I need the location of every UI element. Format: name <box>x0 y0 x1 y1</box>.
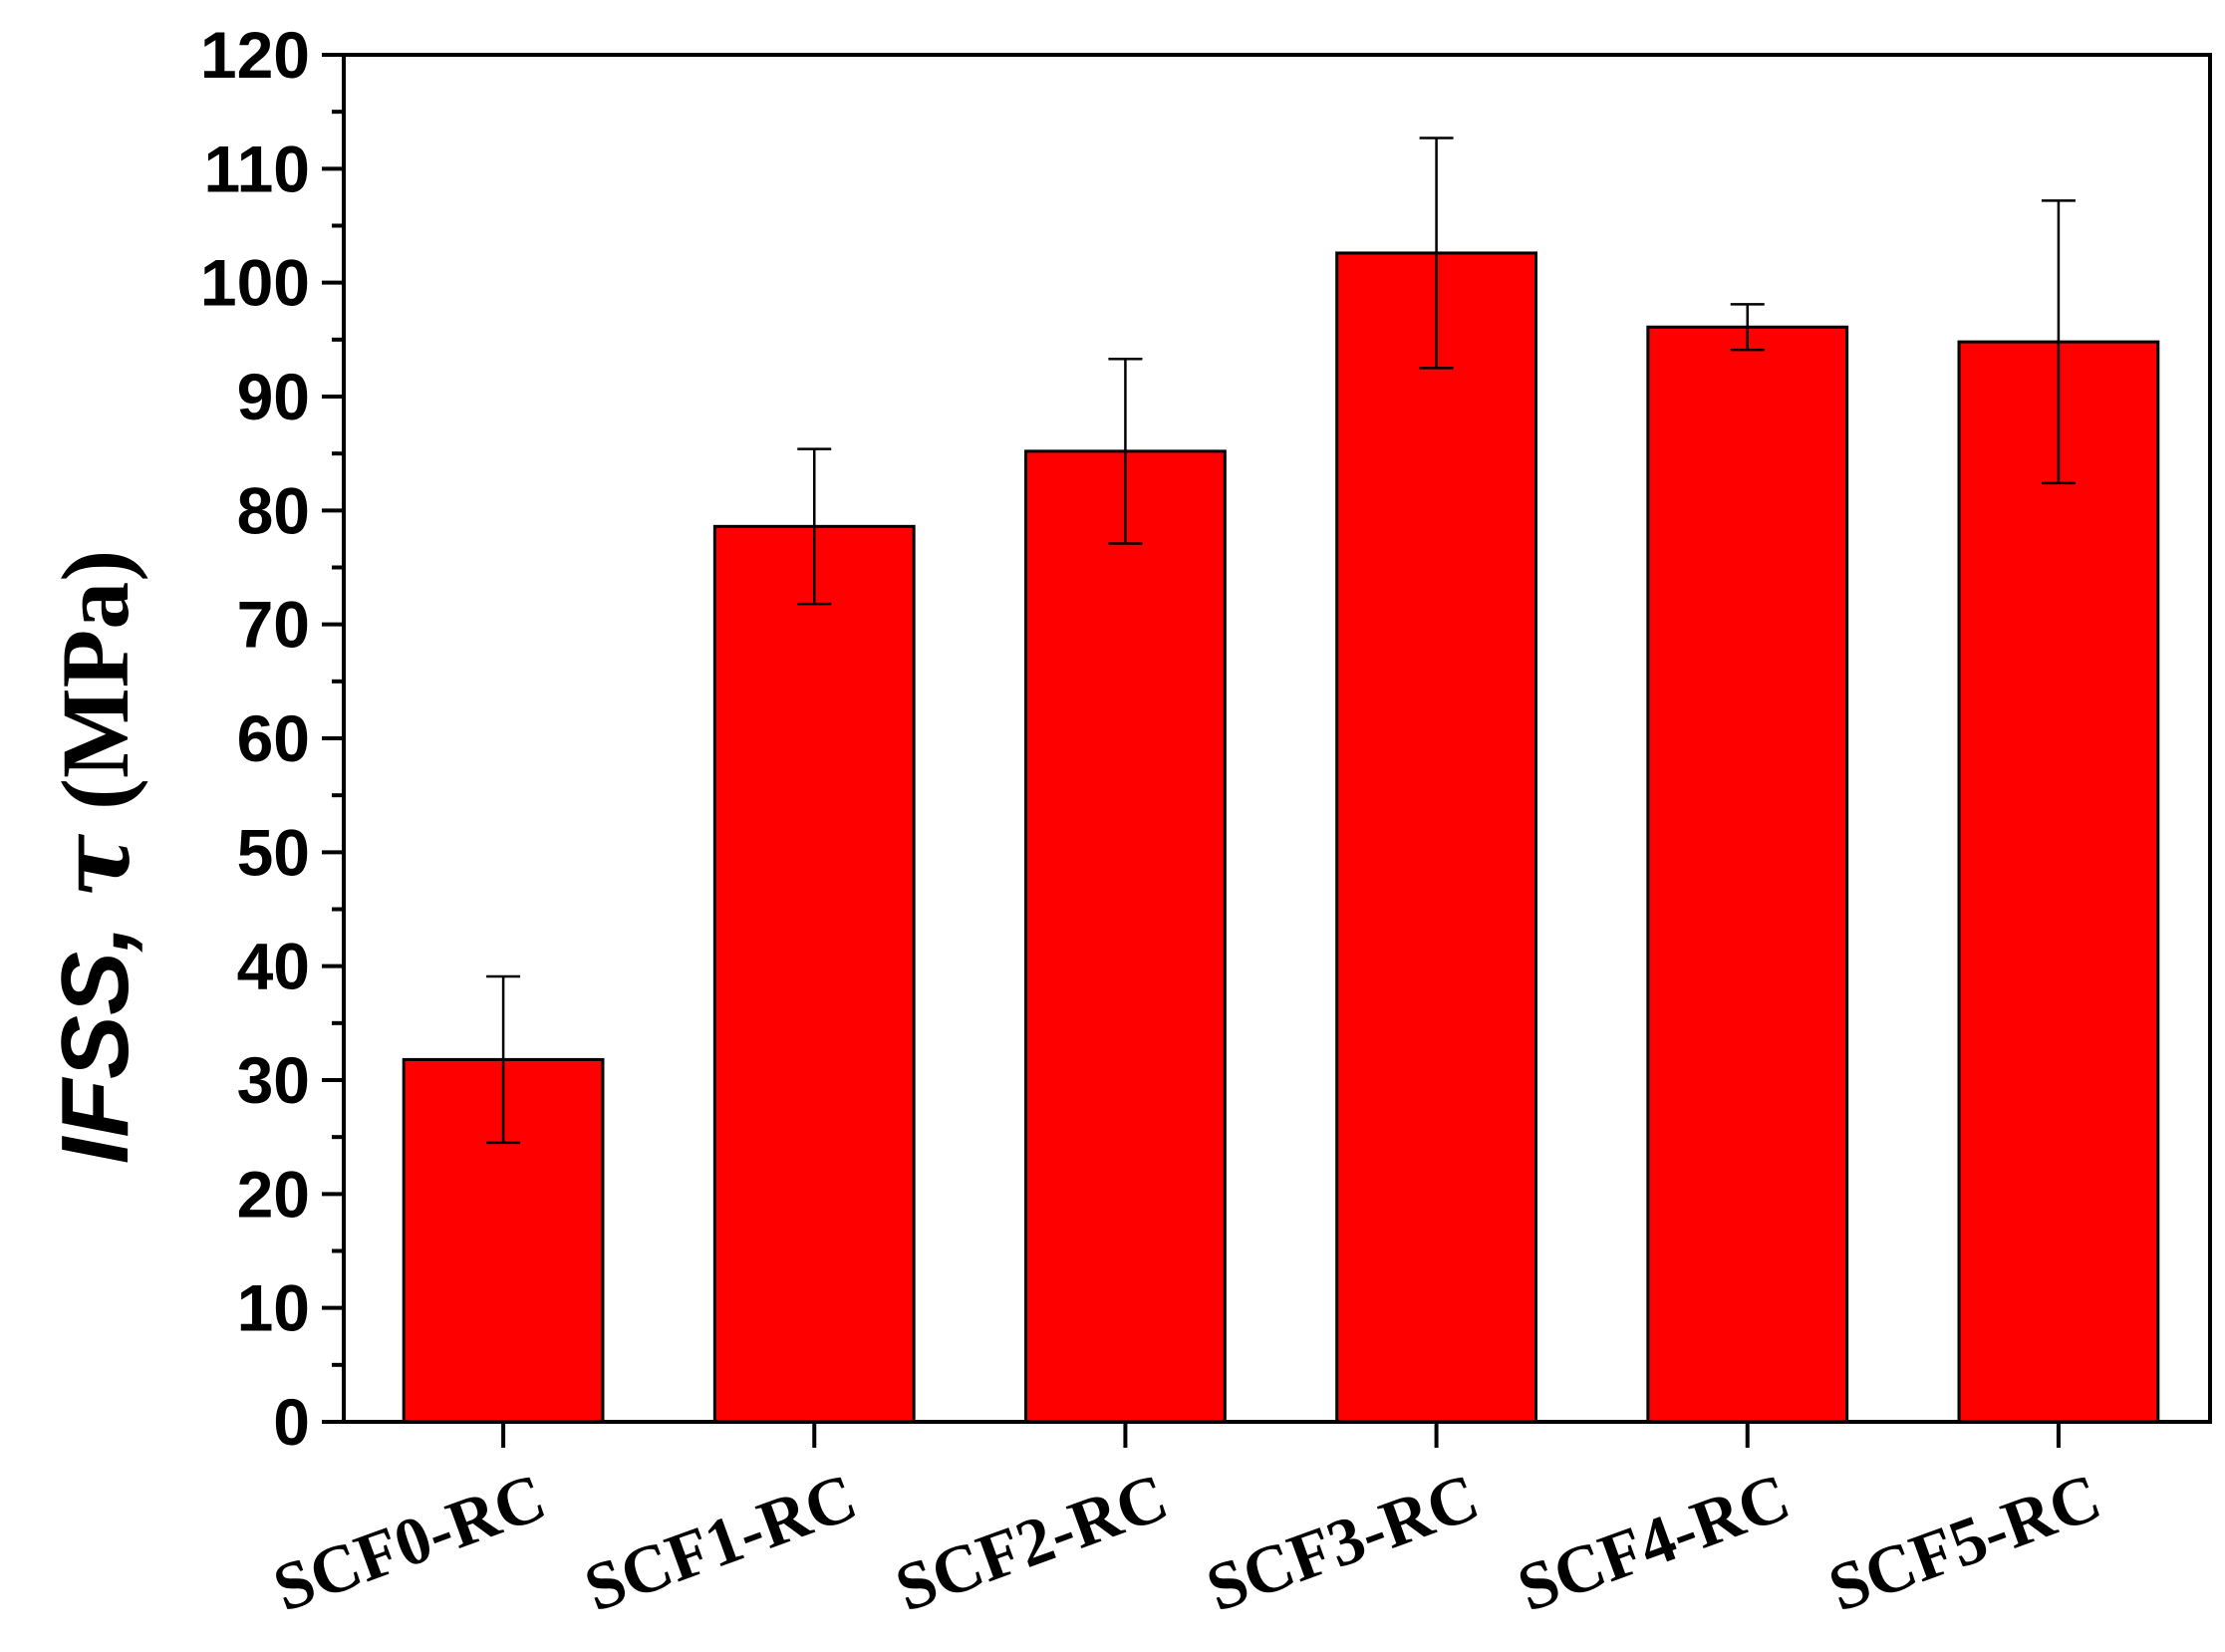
y-tick-label: 10 <box>237 1271 310 1345</box>
x-tick-label-scf3-rc: SCF3-RC <box>1197 1459 1488 1626</box>
errorbar-scf5-rc <box>2041 199 2076 485</box>
y-axis-label-separator: , <box>42 899 148 953</box>
x-tick-label-scf4-rc: SCF4-RC <box>1508 1459 1799 1626</box>
x-tick-label-scf1-rc: SCF1-RC <box>575 1459 866 1626</box>
x-tick-label-scf0-rc: SCF0-RC <box>264 1459 555 1626</box>
errorbar-scf4-rc <box>1730 303 1765 352</box>
y-tick-label: 60 <box>237 701 310 775</box>
y-tick-label: 90 <box>237 360 310 433</box>
bar-scf2-rc <box>1024 449 1227 1424</box>
y-tick-label: 40 <box>237 930 310 1003</box>
y-tick-label: 30 <box>237 1043 310 1117</box>
errorbar-scf2-rc <box>1108 358 1143 545</box>
bar-scf3-rc <box>1335 251 1537 1424</box>
y-tick-label: 0 <box>273 1385 310 1459</box>
y-axis-label: IFSS, τ (MPa) <box>39 550 151 1165</box>
plot-frame <box>342 53 2212 1424</box>
y-ticks-group: 0 10 20 30 40 50 60 70 80 90 100 110 120 <box>200 18 344 1459</box>
y-tick-label: 100 <box>200 246 310 320</box>
errorbar-scf0-rc <box>486 974 521 1145</box>
bars-group <box>402 251 2160 1424</box>
x-tick-label-scf2-rc: SCF2-RC <box>886 1459 1177 1626</box>
y-tick-label: 80 <box>237 473 310 547</box>
bar-scf1-rc <box>712 524 916 1424</box>
errorbar-scf3-rc <box>1419 137 1454 370</box>
errorbar-scf1-rc <box>797 447 832 606</box>
y-tick-label: 70 <box>237 588 310 662</box>
axes-group <box>342 53 2212 1424</box>
y-axis-label-unit: (MPa) <box>42 550 148 834</box>
y-axis-label-tau: τ <box>39 834 151 899</box>
y-axis-label-ifss: IFSS <box>42 952 148 1164</box>
x-ticks-group: SCF0-RC SCF1-RC SCF2-RC SCF3-RC SCF4-RC SCF5-… <box>264 1422 2110 1626</box>
errorbars-group <box>486 137 2076 1145</box>
y-tick-label: 20 <box>237 1157 310 1231</box>
y-tick-label: 120 <box>200 18 310 92</box>
bar-scf5-rc <box>1957 340 2160 1424</box>
y-tick-label: 110 <box>204 132 310 205</box>
bar-scf4-rc <box>1646 325 1849 1424</box>
x-tick-label-scf5-rc: SCF5-RC <box>1819 1459 2110 1626</box>
y-tick-label: 50 <box>237 815 310 889</box>
